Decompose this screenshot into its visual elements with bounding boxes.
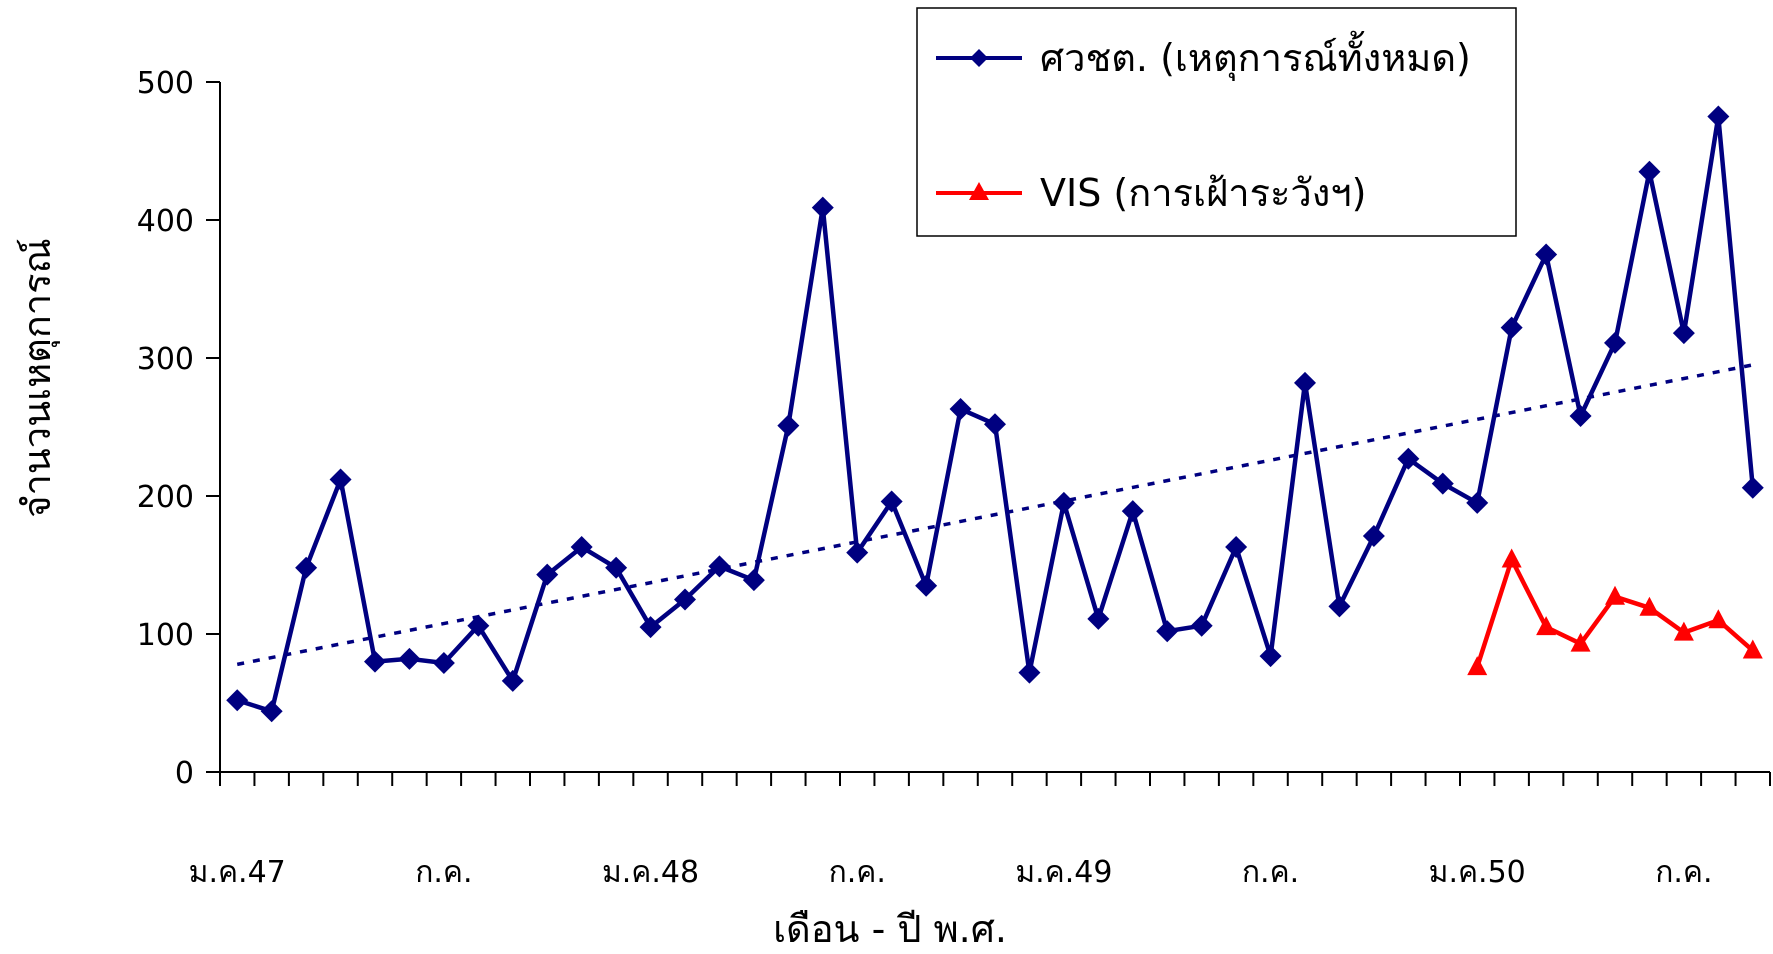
data-point-diamond bbox=[1225, 536, 1248, 559]
data-point-diamond bbox=[984, 413, 1006, 436]
data-point-diamond bbox=[1087, 607, 1110, 630]
y-axis-title: จำนวนเหตุการณ์ bbox=[15, 238, 60, 518]
y-tick-label: 300 bbox=[137, 342, 194, 377]
data-point-diamond bbox=[639, 616, 662, 639]
data-point-diamond bbox=[1466, 491, 1489, 514]
axes bbox=[206, 81, 1771, 786]
data-point-diamond bbox=[880, 490, 903, 513]
legend-label-series-2: VIS (การเฝ้าระวังฯ) bbox=[1040, 171, 1366, 215]
y-tick-labels: 0 100 200 300 400 500 bbox=[137, 66, 194, 791]
x-tick-labels: ม.ค.47 ก.ค. ม.ค.48 ก.ค. ม.ค.49 ก.ค. ม.ค.50 ก.ค. bbox=[189, 855, 1713, 890]
data-point-triangle bbox=[1501, 548, 1522, 568]
data-point-diamond bbox=[1294, 371, 1316, 394]
data-point-diamond bbox=[1052, 491, 1075, 514]
x-tick-label: ก.ค. bbox=[1242, 855, 1299, 890]
data-point-diamond bbox=[501, 669, 524, 692]
data-point-diamond bbox=[674, 588, 696, 611]
data-point-triangle bbox=[1708, 609, 1729, 629]
data-point-diamond bbox=[1741, 476, 1764, 499]
data-point-triangle bbox=[1570, 632, 1591, 652]
x-axis-title: เดือน - ปี พ.ศ. bbox=[773, 907, 1007, 951]
data-point-diamond bbox=[1604, 331, 1626, 354]
x-tick-label: ม.ค.50 bbox=[1429, 855, 1526, 890]
data-point-triangle bbox=[1742, 639, 1763, 659]
x-tick-label: ม.ค.48 bbox=[602, 855, 699, 890]
data-point-diamond bbox=[1156, 620, 1179, 643]
data-point-diamond bbox=[1018, 661, 1041, 684]
data-point-diamond bbox=[1500, 316, 1523, 339]
series-2 bbox=[1467, 548, 1763, 676]
data-point-triangle bbox=[1639, 596, 1660, 616]
series-2-line bbox=[1475, 557, 1755, 668]
data-point-diamond bbox=[846, 541, 869, 564]
x-tick-label: ม.ค.49 bbox=[1015, 855, 1112, 890]
data-point-diamond bbox=[1362, 525, 1385, 548]
data-point-diamond bbox=[432, 651, 455, 674]
data-point-diamond bbox=[226, 689, 249, 712]
data-point-triangle bbox=[1673, 621, 1694, 641]
legend: ศวชต. (เหตุการณ์ทั้งหมด) VIS (การเฝ้าระว… bbox=[916, 7, 1517, 237]
data-point-diamond bbox=[364, 650, 386, 673]
data-point-diamond bbox=[605, 556, 628, 579]
data-point-triangle bbox=[1536, 616, 1557, 636]
data-point-diamond bbox=[1569, 404, 1592, 427]
data-point-diamond bbox=[777, 414, 800, 437]
data-point-diamond bbox=[811, 196, 834, 219]
y-tick-label: 200 bbox=[137, 480, 194, 515]
x-tick-label: ก.ค. bbox=[829, 855, 886, 890]
y-tick-label: 100 bbox=[137, 618, 194, 653]
data-point-diamond bbox=[295, 556, 318, 579]
legend-label-series-1: ศวชต. (เหตุการณ์ทั้งหมด) bbox=[1040, 30, 1471, 81]
data-point-diamond bbox=[1431, 472, 1454, 495]
data-point-diamond bbox=[329, 468, 352, 491]
x-tick-label: ม.ค.47 bbox=[189, 855, 286, 890]
trendline-group bbox=[236, 363, 1754, 667]
data-point-diamond bbox=[1672, 322, 1695, 345]
legend-entry-series-2: VIS (การเฝ้าระวังฯ) bbox=[936, 171, 1366, 215]
legend-entry-series-1: ศวชต. (เหตุการณ์ทั้งหมด) bbox=[936, 30, 1471, 81]
x-tick-label: ก.ค. bbox=[1655, 855, 1712, 890]
data-point-diamond bbox=[1707, 105, 1730, 128]
data-point-triangle bbox=[1605, 585, 1625, 605]
data-point-diamond bbox=[1328, 595, 1351, 618]
legend-box bbox=[916, 7, 1517, 237]
data-point-diamond bbox=[1190, 614, 1213, 637]
legend-marker-series-1 bbox=[970, 49, 988, 67]
data-point-diamond bbox=[536, 563, 559, 586]
data-point-diamond bbox=[1259, 645, 1282, 668]
data-point-diamond bbox=[1397, 447, 1420, 470]
y-tick-label: 0 bbox=[175, 756, 194, 791]
data-point-diamond bbox=[1638, 160, 1661, 183]
series-layer bbox=[226, 105, 1764, 723]
data-point-diamond bbox=[1121, 500, 1144, 523]
data-point-diamond bbox=[398, 647, 421, 670]
data-point-diamond bbox=[1535, 243, 1558, 266]
data-point-diamond bbox=[949, 398, 972, 421]
legend-marker-series-2 bbox=[969, 182, 989, 200]
data-point-diamond bbox=[915, 574, 938, 597]
x-tick-label: ก.ค. bbox=[415, 855, 472, 890]
y-tick-label: 500 bbox=[137, 66, 194, 101]
data-point-diamond bbox=[708, 555, 731, 578]
data-point-diamond bbox=[742, 569, 765, 592]
data-point-diamond bbox=[467, 614, 490, 637]
series-1 bbox=[226, 105, 1764, 723]
data-point-triangle bbox=[1467, 656, 1488, 676]
trendline bbox=[236, 363, 1754, 667]
data-point-diamond bbox=[570, 536, 593, 559]
data-point-diamond bbox=[260, 700, 283, 723]
y-tick-label: 400 bbox=[137, 204, 194, 239]
